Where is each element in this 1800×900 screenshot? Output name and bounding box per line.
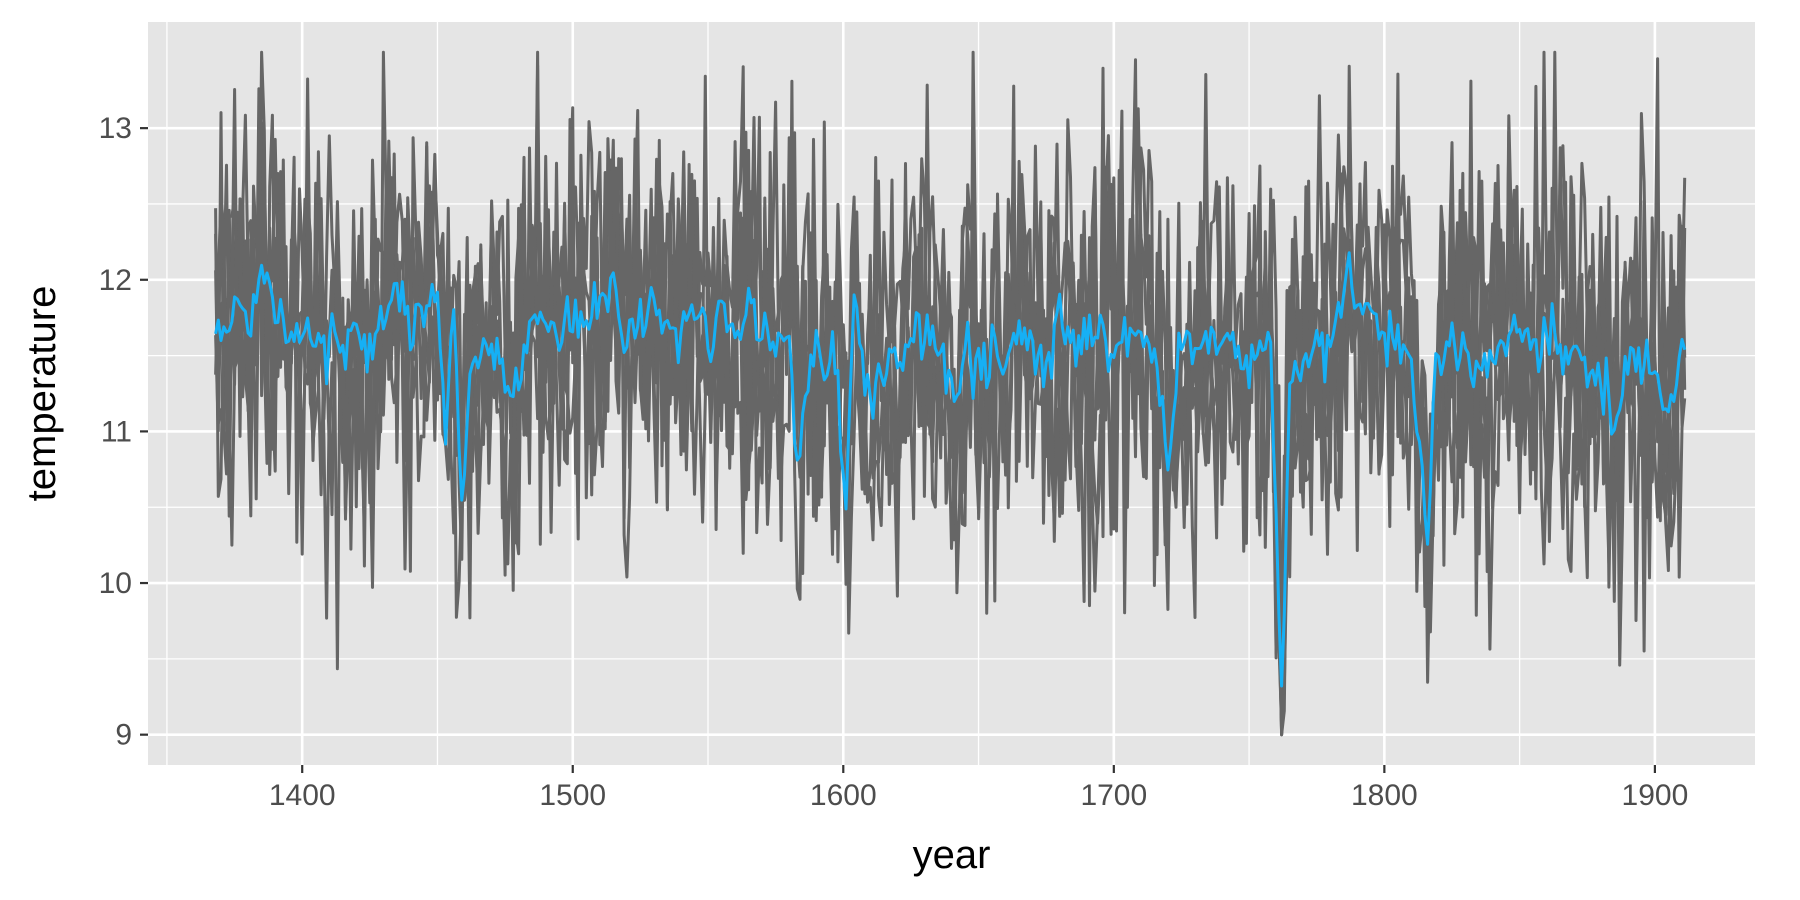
- x-axis: 1400 1500 1600 1700 1800 1900: [269, 765, 1688, 812]
- x-axis-title: year: [913, 833, 991, 877]
- x-tick-label: 1600: [810, 779, 877, 812]
- x-tick-label: 1400: [269, 779, 336, 812]
- x-tick-label: 1900: [1622, 779, 1689, 812]
- y-tick-label: 9: [115, 719, 132, 752]
- x-tick-label: 1700: [1080, 779, 1147, 812]
- mean-series-line: [214, 251, 1687, 688]
- y-tick-label: 10: [99, 567, 132, 600]
- y-axis: 9 10 11 12 13: [99, 112, 148, 752]
- x-tick-label: 1500: [539, 779, 606, 812]
- y-tick-label: 12: [99, 264, 132, 297]
- y-axis-title: temperature: [20, 286, 64, 502]
- x-tick-label: 1800: [1351, 779, 1418, 812]
- ensemble-series-line: [214, 50, 1687, 737]
- y-tick-label: 13: [99, 112, 132, 145]
- y-tick-label: 11: [101, 415, 132, 448]
- series-layer: [214, 50, 1687, 737]
